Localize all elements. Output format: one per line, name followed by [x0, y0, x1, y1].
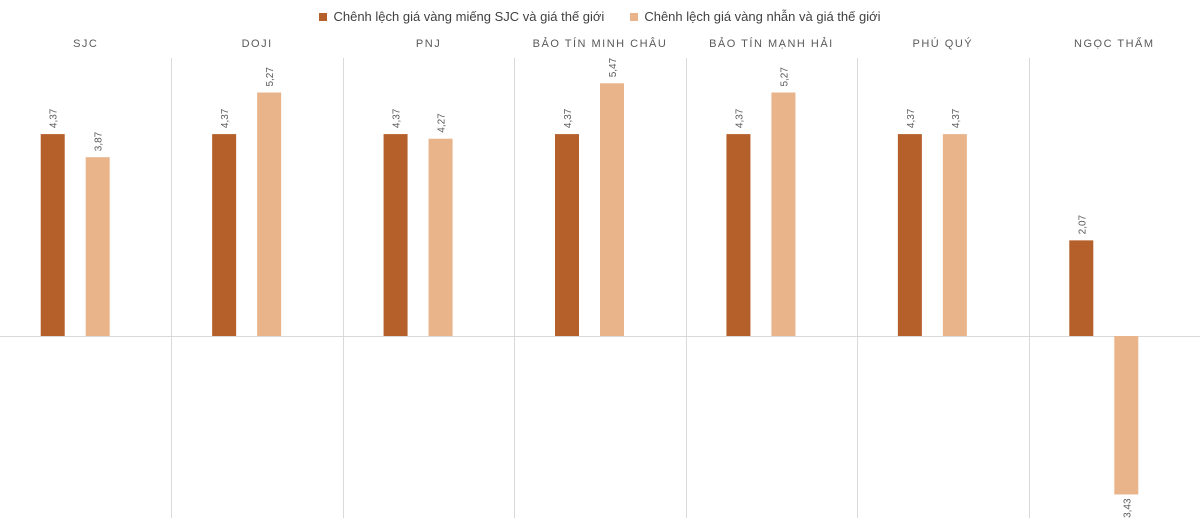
data-label: 4,37 — [392, 108, 403, 128]
category-label: SJC — [73, 38, 98, 50]
data-label: 4,37 — [734, 108, 745, 128]
data-label: 4,37 — [220, 108, 231, 128]
data-label: 5,27 — [265, 67, 276, 87]
legend-swatch-series-1 — [319, 12, 328, 21]
data-label: 5,47 — [608, 57, 619, 77]
category-label: BẢO TÍN MINH CHÂU — [533, 37, 668, 50]
category-label: PHÚ QUÝ — [913, 37, 974, 50]
bar-1 — [897, 134, 922, 336]
data-label: 2,07 — [1077, 214, 1088, 234]
bar-2 — [600, 83, 624, 336]
data-label: 4,27 — [437, 113, 448, 133]
data-label: 3,87 — [94, 131, 105, 151]
bar-2 — [771, 92, 796, 336]
legend-item-ring-gold: Chênh lệch giá vàng nhẫn và giá thế giới — [630, 9, 881, 24]
category-label: PNJ — [416, 38, 441, 50]
bar-1 — [1069, 240, 1094, 336]
bar-2 — [257, 92, 282, 336]
legend-item-sjc-bar: Chênh lệch giá vàng miếng SJC và giá thế… — [319, 9, 604, 24]
category-label: NGỌC THẨM — [1074, 37, 1155, 50]
bar-1 — [212, 134, 237, 336]
data-label: 4,37 — [951, 108, 962, 128]
legend-label-series-1: Chênh lệch giá vàng miếng SJC và giá thế… — [333, 9, 605, 24]
bar-2 — [942, 134, 967, 336]
bar-1 — [40, 134, 65, 336]
bar-2 — [428, 138, 453, 336]
category-label: DOJI — [242, 38, 273, 50]
bar-2 — [85, 157, 110, 336]
data-label: -3,43 — [1122, 498, 1133, 518]
bar-1 — [383, 134, 408, 336]
legend-swatch-series-2 — [630, 12, 639, 21]
legend-label-series-2: Chênh lệch giá vàng nhẫn và giá thế giới — [644, 9, 881, 24]
data-label: 5,27 — [779, 67, 790, 87]
bar-1 — [555, 134, 579, 336]
bar-2 — [1114, 336, 1139, 495]
data-label: 4,37 — [906, 108, 917, 128]
data-label: 4,37 — [563, 108, 574, 128]
legend: Chênh lệch giá vàng miếng SJC và giá thế… — [0, 9, 1200, 24]
category-label: BẢO TÍN MẠNH HẢI — [709, 37, 834, 50]
bar-1 — [726, 134, 751, 336]
data-label: 4,37 — [49, 108, 60, 128]
